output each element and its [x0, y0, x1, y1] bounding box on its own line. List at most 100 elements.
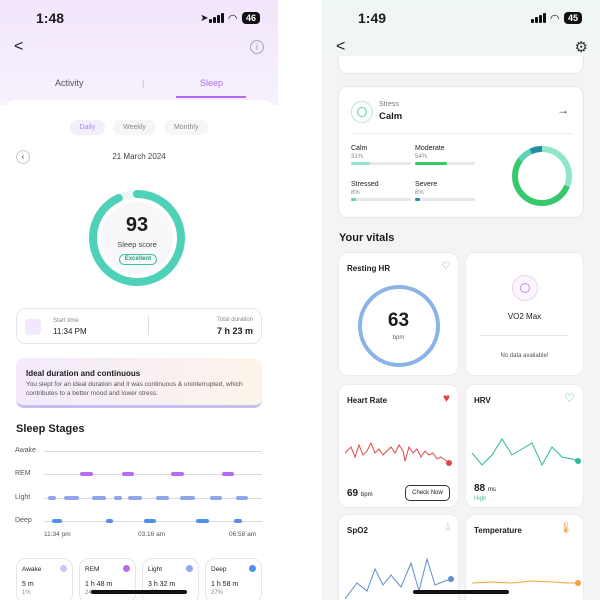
content-panel: Daily Weekly Monthly ‹ 21 March 2024 93 …	[0, 100, 278, 600]
stage-label-deep: Deep	[15, 517, 32, 524]
hrv-card[interactable]: HRV ♡ 88 ms High	[465, 384, 584, 508]
score-badge: Excellent	[119, 254, 157, 265]
light-segment	[64, 496, 79, 500]
stress-value: Calm	[379, 111, 403, 122]
date-label: 21 March 2024	[112, 152, 166, 161]
deep-segment	[196, 519, 209, 523]
vo2-label: VO2 Max	[507, 312, 542, 321]
spo2-chart	[345, 557, 454, 600]
stage-line-rem	[44, 474, 262, 475]
previous-card-bottom	[338, 56, 584, 74]
vo2-card[interactable]: VO2 Max No data available!	[465, 252, 584, 376]
heart-rate-unit: bpm	[360, 492, 373, 498]
stress-moderate-name: Moderate	[415, 145, 445, 152]
status-bar: 1:48 ➤ ◠ 46	[0, 0, 278, 36]
temperature-label: Temperature	[474, 526, 522, 535]
thermometer-icon: 🌡︎	[559, 522, 573, 534]
time-axis-mid: 03:16 am	[138, 531, 166, 538]
heart-rate-label: Heart Rate	[347, 396, 388, 405]
deep-segment	[52, 519, 62, 523]
stage-card-deep: Deep 1 h 58 m 27%	[205, 558, 262, 600]
deep-segment	[106, 519, 113, 523]
resting-hr-label: Resting HR	[347, 264, 391, 273]
stage-card-pct: 1%	[22, 590, 31, 596]
heart-outline-icon: ♡	[564, 391, 575, 405]
stress-card[interactable]: Stress Calm → Calm 31% Moderate 54% Stre…	[338, 86, 584, 218]
divider	[148, 317, 149, 335]
deep-segment	[234, 519, 242, 523]
stress-stressed-pct: 8%	[351, 190, 360, 196]
period-monthly[interactable]: Monthly	[163, 120, 209, 135]
hrv-unit: ms	[487, 487, 496, 493]
droplet-icon: 💧︎	[445, 521, 450, 533]
insight-card: Ideal duration and continuous You slept …	[16, 358, 262, 408]
stress-calm-bar	[351, 162, 411, 165]
rem-segment	[122, 472, 134, 476]
heart-rate-value: 69	[347, 488, 359, 499]
tab-sleep[interactable]: Sleep	[200, 78, 224, 88]
period-selector: Daily Weekly Monthly	[0, 120, 278, 135]
time-axis-end: 06:58 am	[229, 531, 257, 538]
stress-stressed: Stressed 8%	[351, 181, 411, 201]
stage-line-awake	[44, 451, 262, 452]
divider	[480, 335, 569, 336]
light-segment	[156, 496, 169, 500]
period-daily[interactable]: Daily	[69, 120, 106, 135]
stage-card-value: 5 m	[22, 581, 34, 588]
signal-icon	[530, 13, 546, 23]
header-gradient	[0, 0, 278, 105]
stress-calm-name: Calm	[351, 145, 368, 152]
resting-hr-card[interactable]: Resting HR ♡ 63 bpm	[338, 252, 459, 376]
sleep-score-label: Sleep score	[117, 240, 157, 249]
arrow-right-icon[interactable]: →	[557, 103, 569, 117]
wifi-icon: ◠	[550, 12, 559, 25]
stage-card-name: Awake	[22, 566, 42, 573]
spo2-card[interactable]: SpO2 💧︎	[338, 514, 459, 600]
vitals-title: Your vitals	[339, 232, 395, 244]
stage-cards: Awake 5 m 1% REM 1 h 48 m 24% Light 3 h …	[16, 558, 262, 600]
stress-stressed-name: Stressed	[351, 181, 379, 188]
back-arrow-icon[interactable]: <	[336, 38, 346, 55]
resting-hr-unit: bpm	[392, 335, 405, 341]
stress-moderate: Moderate 54%	[415, 145, 475, 165]
spo2-label: SpO2	[347, 526, 368, 535]
start-time-label: Start time	[53, 318, 79, 324]
rem-segment	[171, 472, 184, 476]
location-arrow-icon: ➤	[200, 12, 209, 24]
stress-severe-pct: 8%	[415, 190, 424, 196]
stress-calm: Calm 31%	[351, 145, 411, 165]
heart-rate-chart	[345, 441, 452, 466]
sleep-score-value: 93	[125, 214, 149, 236]
stage-dot	[123, 565, 130, 572]
bed-icon	[25, 319, 41, 335]
gear-icon[interactable]: ⚙	[574, 39, 588, 56]
info-icon[interactable]: i	[250, 40, 264, 54]
hrv-value-row: 88 ms	[474, 483, 496, 494]
tab-divider: |	[142, 78, 145, 88]
check-now-button[interactable]: Check Now	[405, 485, 450, 501]
status-time: 1:49	[358, 10, 387, 26]
start-time-value: 11:34 PM	[53, 327, 87, 336]
period-weekly[interactable]: Weekly	[113, 120, 156, 135]
heart-rate-card[interactable]: Heart Rate ♥ 69 bpm Check Now	[338, 384, 459, 508]
stress-donut	[509, 143, 575, 209]
stress-label: Stress	[379, 101, 399, 108]
stage-card-value: 1 h 48 m	[85, 581, 113, 588]
stage-card-value: 3 h 32 m	[148, 581, 176, 588]
hrv-chart	[472, 438, 581, 467]
sleep-stages-title: Sleep Stages	[16, 423, 85, 435]
wellness-screen: 1:49 ◠ 45 < ⚙ Stress Calm → Calm 31% Mod…	[322, 0, 600, 600]
battery-icon: 46	[241, 12, 260, 24]
back-arrow-icon[interactable]: <	[14, 38, 24, 55]
total-duration-value: 7 h 23 m	[216, 326, 253, 336]
battery-icon: 45	[563, 12, 582, 24]
divider	[351, 133, 573, 134]
light-segment	[92, 496, 106, 500]
status-time: 1:48	[36, 10, 65, 26]
temperature-card[interactable]: Temperature 🌡︎	[465, 514, 584, 600]
home-indicator	[91, 590, 187, 594]
tab-activity[interactable]: Activity	[55, 78, 84, 88]
hrv-label: HRV	[474, 396, 491, 405]
temperature-chart	[472, 580, 581, 586]
prev-date-button[interactable]: ‹	[16, 150, 30, 164]
